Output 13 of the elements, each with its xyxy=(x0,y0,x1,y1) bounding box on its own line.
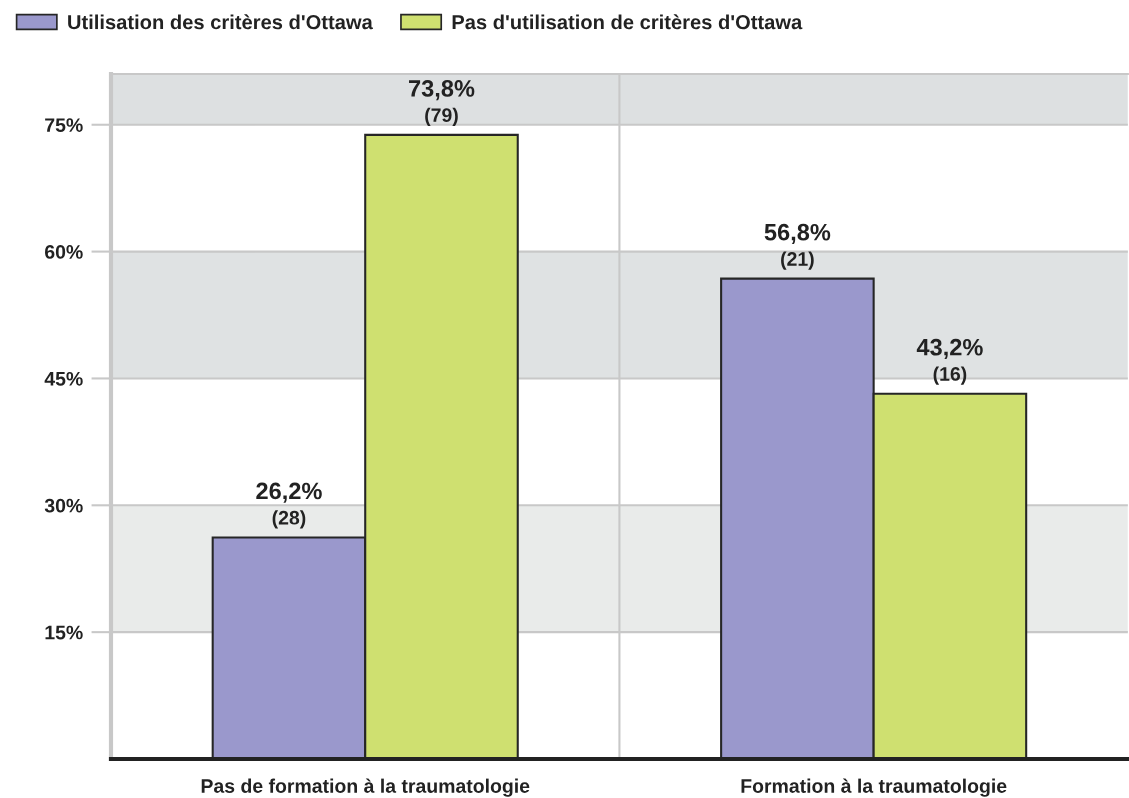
x-tick-label: Pas de formation à la traumatologie xyxy=(201,778,530,797)
data-label: 56,8% (21) xyxy=(764,223,831,270)
y-tick-label: 15% xyxy=(45,625,83,640)
y-tick-label: 60% xyxy=(45,245,83,259)
y-tick-label: 75% xyxy=(45,118,83,132)
x-tick-label: Formation à la traumatologie xyxy=(741,778,1007,797)
data-label: 73,8% (79) xyxy=(409,80,475,126)
y-tick-label: 45% xyxy=(44,371,83,386)
y-tick-label: 30% xyxy=(44,498,83,513)
legend-label: Utilisation des critères d'Ottawa xyxy=(68,14,373,30)
legend-label: Pas d'utilisation de critères d'Ottawa xyxy=(452,14,803,30)
data-label: 43,2% (16) xyxy=(916,338,983,385)
data-label: 26,2% (28) xyxy=(256,482,322,529)
